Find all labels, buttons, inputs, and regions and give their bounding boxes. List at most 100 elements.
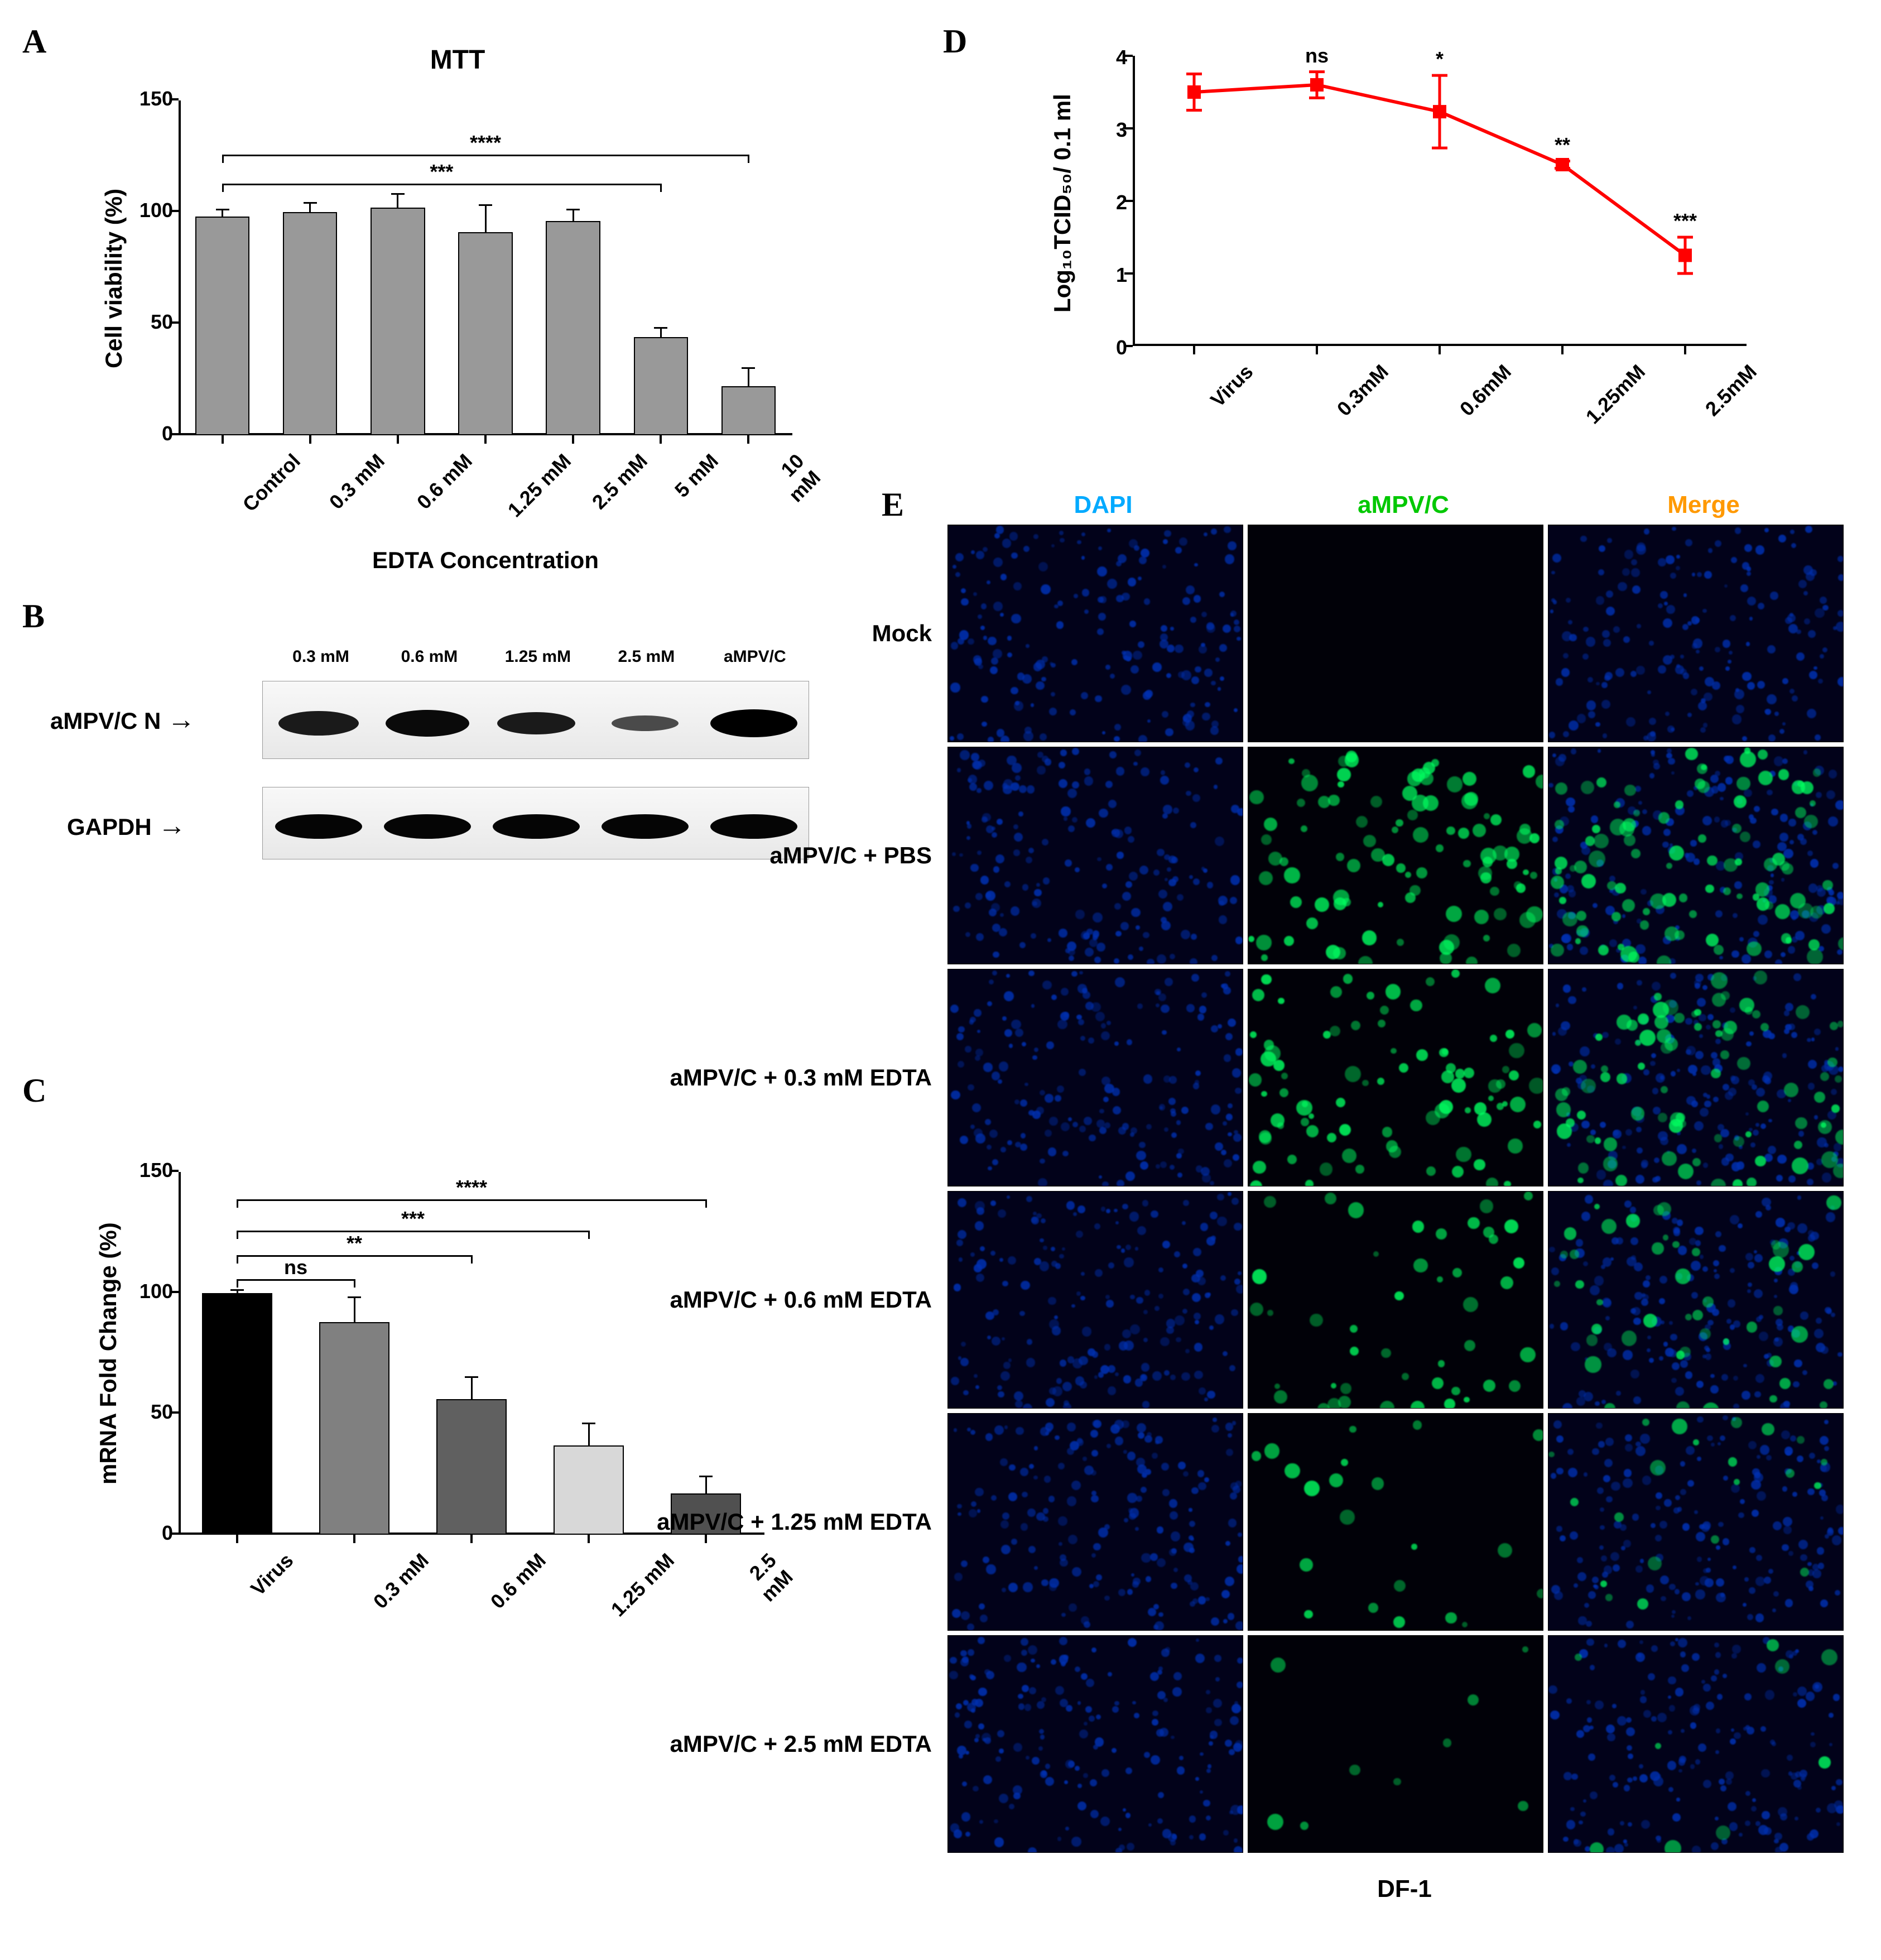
if-speckle [1064,1780,1068,1784]
if-speckle [1125,1813,1131,1818]
if-speckle [1781,1430,1790,1439]
if-speckle [1622,899,1635,912]
if-speckle [1378,902,1383,907]
if-speckle [1758,1825,1768,1835]
panel-e-row-label: aMPV/C + 0.3 mM EDTA [614,1064,943,1091]
if-speckle [1396,863,1406,873]
if-speckle [1468,1694,1479,1706]
if-speckle [1575,938,1581,944]
if-speckle [1743,1364,1747,1367]
if-speckle [1616,1391,1620,1395]
if-speckle [1748,1441,1757,1449]
if-speckle [1386,984,1401,1000]
if-speckle [1580,1812,1586,1817]
if-speckle [1824,1379,1834,1389]
if-speckle [1089,1135,1096,1142]
if-speckle [1095,1012,1105,1021]
if-speckle [1714,1134,1723,1142]
if-speckle [1007,1195,1010,1199]
if-speckle [1498,1543,1512,1558]
if-speckle [1004,881,1011,888]
if-speckle [1163,1698,1168,1702]
if-speckle [1230,611,1237,617]
if-speckle [1249,790,1263,804]
if-speckle [1675,1495,1681,1501]
if-speckle [1647,1336,1652,1340]
if-speckle [1602,1032,1608,1038]
if-speckle [1594,1276,1604,1286]
if-speckle [1628,1754,1633,1759]
if-speckle [1668,1695,1671,1699]
if-speckle [1443,1738,1451,1747]
if-speckle [1604,1644,1608,1647]
if-speckle [1812,830,1818,835]
if-speckle [1810,859,1819,868]
if-speckle [1682,624,1688,630]
if-speckle [1606,590,1613,598]
if-speckle [1650,731,1656,737]
if-speckle [978,1637,985,1644]
if-speckle [957,733,964,740]
if-speckle [1231,1198,1239,1205]
if-speckle [1238,1533,1242,1537]
if-speckle [1567,944,1573,950]
if-speckle [965,902,971,909]
if-speckle [1199,1006,1207,1013]
if-speckle [968,1649,974,1655]
if-speckle [1570,1531,1579,1540]
if-speckle [1835,1075,1842,1083]
if-speckle [1548,1452,1554,1457]
if-speckle [1158,1612,1163,1617]
if-speckle [959,853,963,857]
if-speckle [1670,1334,1677,1341]
if-speckle [1490,1035,1497,1042]
if-speckle [1194,1371,1203,1380]
if-speckle [1196,1270,1204,1277]
if-speckle [1071,1304,1075,1308]
if-speckle [1735,527,1742,534]
if-speckle [1554,892,1559,897]
if-speckle [1130,665,1139,674]
if-speckle [1762,1198,1771,1207]
if-speckle [1795,807,1806,818]
if-speckle [1536,775,1543,788]
if-speckle [1057,601,1063,606]
if-speckle [1206,1690,1210,1694]
if-speckle [972,1103,981,1112]
panel-d-ytick-mark [1124,272,1133,275]
panel-b-lane: 0.6 mM [376,647,482,666]
if-speckle [1170,627,1173,630]
if-speckle [1816,1343,1825,1352]
if-speckle [1336,853,1344,861]
if-speckle [1044,1476,1051,1482]
if-speckle [1372,1477,1384,1490]
if-speckle [1032,1055,1037,1060]
if-speckle [1274,1390,1287,1404]
if-speckle [1814,1482,1821,1489]
if-speckle [1617,1015,1632,1030]
if-speckle [1754,1254,1763,1262]
if-speckle [1734,795,1747,808]
if-speckle [1036,1512,1045,1521]
if-speckle [1072,1567,1081,1577]
if-speckle [1558,754,1566,762]
if-speckle [1193,1083,1200,1089]
panel-d-ytick: 3 [1099,118,1127,142]
if-speckle [1818,1120,1832,1134]
if-speckle [1091,1495,1099,1503]
if-speckle [982,1733,991,1742]
if-speckle [1731,1417,1742,1428]
if-speckle [1380,1006,1389,1015]
if-speckle [1164,530,1171,537]
if-speckle [1040,1735,1045,1739]
if-speckle [1031,1217,1039,1224]
if-speckle [976,788,981,792]
if-speckle [1000,1520,1009,1529]
if-speckle [1274,1383,1280,1389]
if-speckle [1237,1564,1243,1574]
if-speckle [1483,935,1490,941]
if-speckle [1726,1319,1731,1324]
if-speckle [1831,1089,1837,1095]
if-speckle [1199,1387,1206,1395]
if-speckle [1703,1780,1711,1788]
